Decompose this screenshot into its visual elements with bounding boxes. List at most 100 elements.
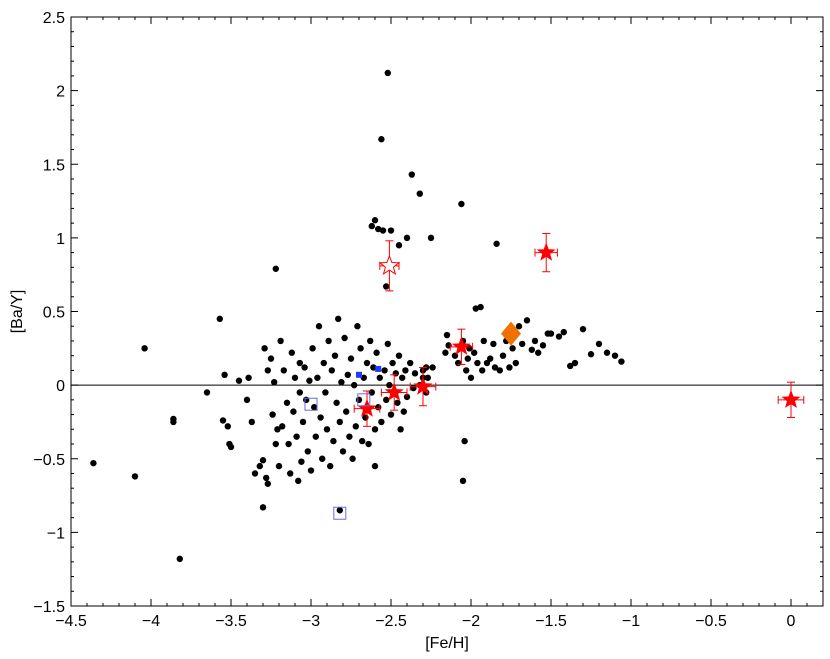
star-data-point xyxy=(170,418,177,426)
star-data-point xyxy=(272,265,279,272)
star-data-point xyxy=(371,217,379,224)
star-data-point xyxy=(479,367,486,374)
star-data-point xyxy=(499,352,507,359)
star-data-point xyxy=(375,225,382,233)
star-data-point xyxy=(381,367,388,374)
star-data-point xyxy=(251,470,259,477)
star-data-point xyxy=(280,367,287,374)
star-data-point xyxy=(330,437,337,445)
star-data-point xyxy=(400,408,407,415)
star-data-point xyxy=(387,227,395,234)
star-data-point xyxy=(509,345,516,352)
star-data-point xyxy=(403,234,411,242)
star-data-point xyxy=(269,411,276,418)
star-data-point xyxy=(383,396,390,404)
star-data-point xyxy=(424,374,431,381)
star-data-point xyxy=(339,448,347,455)
star-data-point xyxy=(458,200,465,208)
star-data-point xyxy=(603,349,611,356)
red-star-marker xyxy=(536,242,556,261)
star-data-point xyxy=(312,433,319,440)
star-data-point xyxy=(219,417,227,424)
star-data-point xyxy=(275,462,283,470)
star-data-point xyxy=(360,374,367,381)
star-data-point xyxy=(483,359,491,367)
star-data-point xyxy=(267,355,275,362)
star-data-point xyxy=(471,349,478,356)
blue-square-marker xyxy=(375,365,382,372)
red-star-marker xyxy=(357,398,377,417)
y-tick-label: 1 xyxy=(56,231,65,248)
y-tick-label: 1.5 xyxy=(43,157,65,174)
star-data-point xyxy=(131,473,139,480)
star-data-point xyxy=(429,364,436,371)
star-data-point xyxy=(395,352,403,359)
star-data-point xyxy=(264,367,271,374)
star-data-point xyxy=(587,351,595,358)
star-data-point xyxy=(90,459,97,467)
star-data-point xyxy=(442,349,449,356)
star-data-point xyxy=(291,374,299,381)
star-data-point xyxy=(515,323,523,330)
star-data-point xyxy=(363,359,371,367)
star-data-point xyxy=(371,462,379,470)
star-data-point xyxy=(323,426,331,433)
star-data-point xyxy=(336,418,343,426)
star-data-point xyxy=(506,364,513,371)
star-data-point xyxy=(331,352,339,359)
star-data-point xyxy=(320,359,327,367)
star-data-point xyxy=(261,345,268,352)
star-data-point xyxy=(512,359,519,367)
star-data-point xyxy=(378,418,385,426)
star-data-point xyxy=(259,504,267,511)
x-tick-label: −2.5 xyxy=(375,613,407,630)
star-data-point xyxy=(287,470,294,477)
star-data-point xyxy=(370,364,377,371)
star-data-point xyxy=(528,346,535,353)
star-data-point xyxy=(279,423,286,430)
x-tick-label: −2 xyxy=(462,613,480,630)
star-data-point xyxy=(299,418,307,426)
data-marks xyxy=(90,69,805,563)
star-data-point xyxy=(264,480,271,487)
star-data-point xyxy=(467,374,475,381)
star-data-point xyxy=(611,352,619,359)
star-data-point xyxy=(579,325,587,333)
star-data-point xyxy=(373,349,380,356)
star-data-point xyxy=(474,359,481,367)
star-data-point xyxy=(349,455,356,462)
star-data-point xyxy=(378,136,385,143)
star-data-point xyxy=(496,367,503,374)
star-data-point xyxy=(595,340,603,348)
star-data-point xyxy=(288,349,295,356)
star-data-point xyxy=(343,408,350,415)
star-data-point xyxy=(464,355,471,362)
star-data-point xyxy=(216,315,223,323)
star-data-point xyxy=(379,227,387,234)
red-star-marker xyxy=(781,389,801,408)
star-data-point xyxy=(491,364,499,371)
star-data-point xyxy=(303,396,310,404)
star-data-point xyxy=(547,330,555,337)
star-data-point xyxy=(224,423,231,430)
y-tick-label: 2 xyxy=(56,84,65,101)
star-data-point xyxy=(427,234,435,242)
star-data-point xyxy=(351,381,358,389)
star-data-point xyxy=(371,426,379,433)
star-data-point xyxy=(531,337,539,345)
star-data-point xyxy=(311,404,318,411)
star-data-point xyxy=(272,440,279,448)
star-data-point xyxy=(443,331,451,339)
star-data-point xyxy=(376,374,383,381)
star-data-point xyxy=(309,345,316,352)
star-data-point xyxy=(387,411,395,418)
star-data-point xyxy=(392,370,399,377)
star-data-point xyxy=(248,418,255,426)
star-data-point xyxy=(295,477,302,485)
star-data-point xyxy=(325,337,332,345)
x-tick-label: −4.5 xyxy=(55,613,87,630)
blue-square-marker xyxy=(356,371,362,378)
axis-ticks: −4.5 −4 −3.5 −3 −2.5 −2 −1.5 −1 −0.5 0 −1.5 −1 −0.5 0… xyxy=(33,10,823,630)
star-data-point xyxy=(315,323,323,330)
star-data-point xyxy=(336,507,343,514)
